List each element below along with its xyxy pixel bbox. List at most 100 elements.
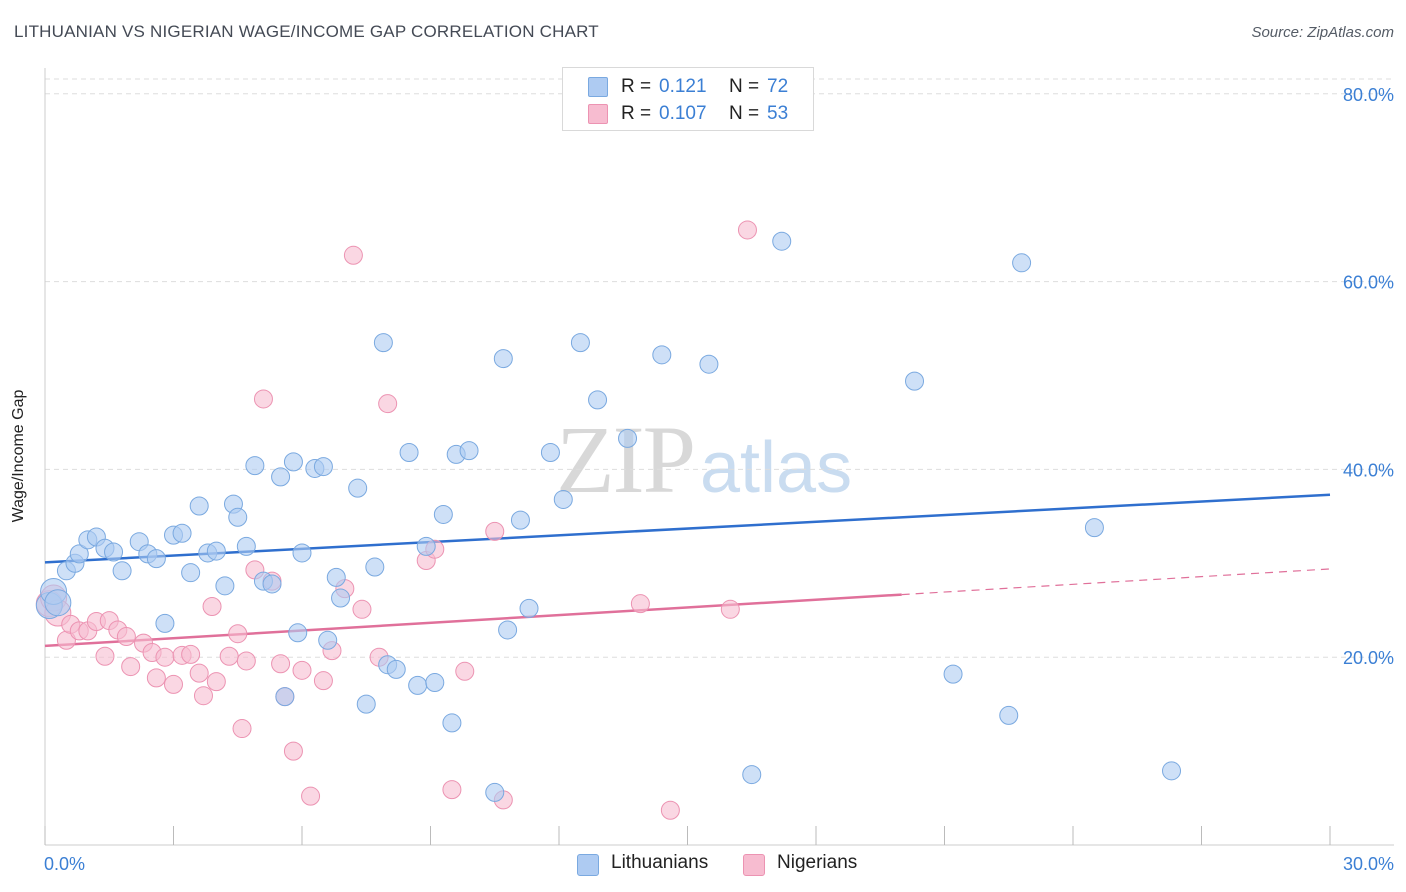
nigerian-point [116,627,136,647]
chart-title: LITHUANIAN VS NIGERIAN WAGE/INCOME GAP C… [14,22,599,41]
lithuanian-point [288,623,308,643]
lithuanian-point [905,371,925,391]
bottom-legend-label: Nigerians [777,852,858,873]
lithuanian-point [1012,253,1032,273]
lithuanian-point [271,467,291,487]
nigerian-point [236,651,256,671]
lithuanian-point [433,504,453,524]
lithuanian-point [442,713,462,733]
lithuanian-point [485,782,505,802]
y-tick-label: 20.0% [1343,648,1394,668]
watermark-zip: ZIP [556,406,696,513]
lithuanian-point [104,542,124,562]
legend-r-value: 0.107 [659,103,707,124]
lithuanian-point [416,536,436,556]
nigerian-point [720,599,740,619]
bottom-legend-swatch-lithuanians [577,854,599,876]
lithuanian-point [399,442,419,462]
nigerian-point [485,521,505,541]
nigerian-point [228,624,248,644]
nigerian-point [630,594,650,614]
lithuanian-point [275,687,295,707]
lithuanian-point [206,541,226,561]
watermark: ZIPatlas [556,404,852,515]
legend-swatch-lithuanians [588,77,608,97]
axes-layer [44,68,1394,846]
lithuanian-point [1162,761,1182,781]
lithuanian-point [588,390,608,410]
legend-n-value: 72 [767,76,789,97]
lithuanian-point [408,675,428,695]
points-layer [35,220,1182,820]
trend-line-nigerians [44,593,902,648]
nigerian-point [181,644,201,664]
lithuanian-point [365,557,385,577]
legend: R = 0.121 N = 72 R = 0.107 N = 53 [562,67,814,131]
nigerian-point [202,596,222,616]
lithuanian-point [570,333,590,353]
nigerian-point [283,741,303,761]
lithuanian-point [146,549,166,569]
lithuanian-point [236,536,256,556]
lithuanian-point [386,659,406,679]
nigerian-point [343,245,363,265]
legend-r-label: R = [621,103,652,124]
nigerian-point [189,663,209,683]
y-tick-label: 40.0% [1343,460,1394,480]
lithuanian-point [999,705,1019,725]
lithuanian-point [313,457,333,477]
lithuanian-point [356,694,376,714]
lithuanian-point [1084,518,1104,538]
nigerian-point [193,686,213,706]
lithuanian-point [348,478,368,498]
lithuanian-point [772,231,792,251]
nigerian-point [164,674,183,694]
lithuanian-point [155,613,175,633]
chart-source: Source: ZipAtlas.com [1251,24,1394,41]
tick-labels-layer: 20.0% 40.0% 60.0% 80.0% 0.0% 30.0% [44,85,1394,874]
legend-n-label: N = [729,103,760,124]
lithuanian-point [215,576,235,596]
lithuanian-point [245,456,265,476]
nigerian-point [121,657,141,677]
nigerian-point [155,647,175,667]
nigerian-point [146,668,166,688]
nigerian-point [352,599,372,619]
lithuanian-point [283,452,303,472]
lithuanian-point [262,574,282,594]
nigerian-point [313,671,333,691]
lithuanian-point [44,589,72,617]
nigerian-point [442,780,462,800]
nigerian-point [253,389,273,409]
bottom-legend-label: Lithuanians [611,852,709,873]
lithuanian-point [652,345,672,365]
x-tick-label: 30.0% [1343,854,1394,874]
legend-r-value: 0.121 [659,76,707,97]
lithuanian-point [181,563,201,583]
nigerian-point [206,672,226,692]
legend-n-label: N = [729,76,760,97]
lithuanian-point [228,507,248,527]
nigerian-point [660,800,680,820]
watermark-atlas: atlas [700,428,853,508]
trend-line-nigerians-extension [901,568,1331,596]
lithuanian-point [373,333,393,353]
trend-layer [44,493,1331,648]
nigerian-point [301,786,321,806]
y-tick-label: 80.0% [1343,85,1394,105]
nigerian-point [292,660,312,680]
lithuanian-point [493,349,513,369]
lithuanian-point [459,441,479,461]
legend-n-value: 53 [767,103,789,124]
lithuanian-point [943,664,963,684]
lithuanian-point [510,510,530,530]
nigerian-point [232,719,252,739]
lithuanian-point [112,561,132,581]
legend-swatch-nigerians [588,104,608,124]
nigerian-point [737,220,757,240]
lithuanian-point [699,354,719,374]
bottom-legend-swatch-nigerians [743,854,765,876]
lithuanian-point [172,523,192,543]
nigerian-point [219,646,239,666]
